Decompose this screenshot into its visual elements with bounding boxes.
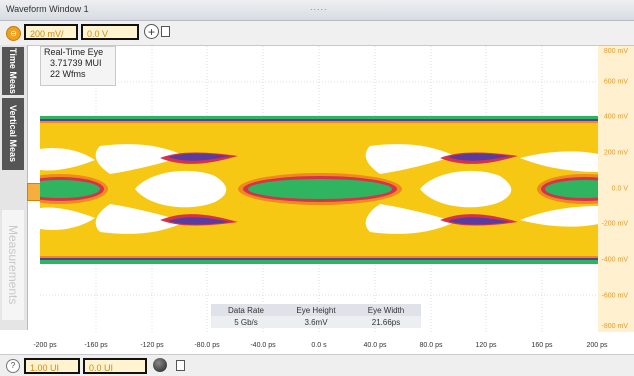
add-button[interactable]: + — [144, 24, 159, 39]
eye-diagram-plot[interactable] — [40, 46, 598, 332]
tab-measurements[interactable]: Measurements — [2, 210, 24, 320]
waveform-toolbar: ⊖ 200 mV/ 0.0 V + — [0, 21, 634, 46]
y-tick-label: 600 mV — [603, 78, 628, 86]
x-tick-label: 200 ps — [586, 342, 608, 349]
side-tab-strip: Time Meas Vertical Meas Measurements — [0, 45, 28, 330]
transition-streaks — [160, 152, 518, 226]
x-tick-label: 40.0 ps — [363, 342, 387, 349]
y-tick-label: 400 mV — [603, 113, 628, 121]
vertical-offset-field[interactable]: 0.0 V — [81, 24, 139, 40]
eye-center-green — [248, 179, 392, 199]
y-tick-label: 800 mV — [603, 48, 628, 55]
x-tick-label: -120 ps — [140, 342, 164, 349]
position-knob-icon[interactable] — [153, 358, 167, 372]
measurement-header-row: Data Rate Eye Height Eye Width — [211, 304, 421, 316]
x-axis[interactable]: -200 ps -160 ps -120 ps -80.0 ps -40.0 p… — [27, 340, 634, 354]
tab-vertical-meas[interactable]: Vertical Meas — [2, 98, 24, 170]
x-tick-label: -160 ps — [84, 342, 108, 349]
window-title-bar[interactable]: Waveform Window 1 ..... — [0, 0, 634, 21]
x-tick-label: 160 ps — [531, 342, 553, 349]
x-tick-label: -40.0 ps — [250, 342, 276, 349]
bottom-rail-orange — [40, 256, 598, 258]
eye-waveform-count: 22 Wfms — [50, 69, 86, 79]
eye-left-green — [40, 180, 100, 198]
bottom-rail-green — [40, 260, 598, 264]
y-tick-label: -800 mV — [601, 323, 628, 330]
tab-time-meas[interactable]: Time Meas — [2, 47, 24, 95]
window-title: Waveform Window 1 — [6, 4, 89, 14]
eye-mode-label: Real-Time Eye — [44, 47, 104, 57]
eye-density — [40, 116, 598, 264]
y-tick-label: -200 mV — [601, 220, 628, 228]
y-tick-label: 0.0 V — [611, 185, 628, 193]
x-tick-label: 120 ps — [475, 342, 497, 349]
time-scale-field[interactable]: 1.00 UI — [24, 358, 80, 374]
header-eye-height: Eye Height — [281, 304, 351, 316]
y-tick-label: -600 mV — [601, 292, 628, 300]
time-toolbar: ? 1.00 UI 0.0 UI — [0, 354, 634, 376]
x-tick-label: 80.0 ps — [419, 342, 443, 349]
time-offset-field[interactable]: 0.0 UI — [83, 358, 147, 374]
value-eye-height: 3.6mV — [281, 316, 351, 328]
page-icon[interactable] — [161, 26, 170, 37]
channel-badge-icon[interactable]: ⊖ — [6, 26, 21, 41]
header-data-rate: Data Rate — [211, 304, 281, 316]
eye-right-green — [545, 180, 598, 198]
center-crossing-eyes — [40, 173, 598, 205]
eye-openings — [40, 144, 598, 234]
value-eye-width: 21.66ps — [351, 316, 421, 328]
bottom-rail-purple — [40, 258, 598, 260]
eye-info-box: Real-Time Eye 3.71739 MUI 22 Wfms — [40, 46, 116, 86]
top-rail-green — [40, 116, 598, 120]
header-eye-width: Eye Width — [351, 304, 421, 316]
y-tick-label: 200 mV — [603, 149, 628, 157]
measurement-table: Data Rate Eye Height Eye Width 5 Gb/s 3.… — [211, 304, 421, 328]
x-tick-label: -200 ps — [33, 342, 57, 349]
vertical-scale-field[interactable]: 200 mV/ — [24, 24, 78, 40]
eye-mui-value: 3.71739 MUI — [50, 58, 102, 68]
drag-grip-icon[interactable]: ..... — [310, 2, 328, 12]
y-tick-label: -400 mV — [601, 256, 628, 264]
top-rail-orange — [40, 121, 598, 123]
x-tick-label: -80.0 ps — [194, 342, 220, 349]
y-axis[interactable]: 800 mV 600 mV 400 mV 200 mV 0.0 V -200 m… — [598, 46, 634, 332]
page-icon[interactable] — [176, 360, 185, 371]
x-tick-label: 0.0 s — [311, 342, 327, 349]
top-rail-purple — [40, 119, 598, 121]
value-data-rate: 5 Gb/s — [211, 316, 281, 328]
help-icon[interactable]: ? — [6, 359, 20, 373]
measurement-value-row: 5 Gb/s 3.6mV 21.66ps — [211, 316, 421, 328]
